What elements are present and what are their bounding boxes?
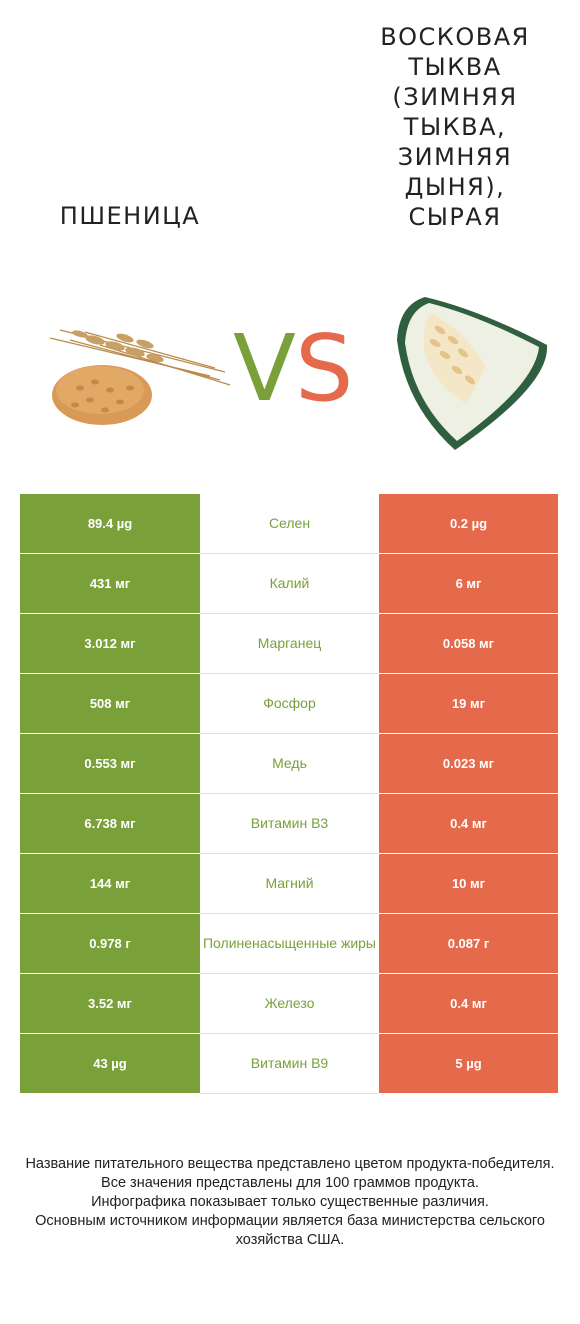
table-row: 43 µg Витамин B9 5 µg <box>20 1034 558 1094</box>
left-value: 431 мг <box>20 554 200 613</box>
vs-letter-s: S <box>295 315 353 415</box>
table-row: 431 мг Калий 6 мг <box>20 554 558 614</box>
table-row: 3.52 мг Железо 0.4 мг <box>20 974 558 1034</box>
table-row: 0.553 мг Медь 0.023 мг <box>20 734 558 794</box>
right-value: 0.4 мг <box>379 974 558 1033</box>
table-row: 508 мг Фосфор 19 мг <box>20 674 558 734</box>
table-row: 6.738 мг Витамин B3 0.4 мг <box>20 794 558 854</box>
footer-line-1: Название питательного вещества представл… <box>25 1156 555 1172</box>
nutrient-name: Витамин B9 <box>200 1034 379 1094</box>
right-food-title: ВОСКОВАЯ ТЫКВА (ЗИМНЯЯ ТЫКВА, ЗИМНЯЯ ДЫН… <box>380 23 530 231</box>
vs-label: V S <box>233 315 353 415</box>
right-value: 0.058 мг <box>379 614 558 673</box>
left-value: 3.52 мг <box>20 974 200 1033</box>
left-food-title: ПШЕНИЦА <box>59 202 201 230</box>
right-value: 0.023 мг <box>379 734 558 793</box>
right-value: 6 мг <box>379 554 558 613</box>
nutrient-name: Медь <box>200 734 379 794</box>
table-row: 0.978 г Полиненасыщенные жиры 0.087 г <box>20 914 558 974</box>
left-value: 144 мг <box>20 854 200 913</box>
right-value: 0.2 µg <box>379 494 558 553</box>
nutrient-name: Полиненасыщенные жиры <box>200 914 379 974</box>
comparison-table: 89.4 µg Селен 0.2 µg 431 мг Калий 6 мг 3.012 м… <box>20 494 558 1094</box>
nutrient-name: Магний <box>200 854 379 914</box>
nutrient-name: Фосфор <box>200 674 379 734</box>
footer-line-4: Основным источником информации является … <box>35 1213 545 1248</box>
footer-line-2: Все значения представлены для 100 граммо… <box>101 1175 479 1191</box>
left-value: 89.4 µg <box>20 494 200 553</box>
left-value: 0.553 мг <box>20 734 200 793</box>
right-value: 5 µg <box>379 1034 558 1093</box>
wheat-icon <box>49 329 231 425</box>
nutrient-name: Марганец <box>200 614 379 674</box>
table-row: 3.012 мг Марганец 0.058 мг <box>20 614 558 674</box>
nutrient-name: Селен <box>200 494 379 554</box>
left-value: 3.012 мг <box>20 614 200 673</box>
footer-notes: Название питательного вещества представл… <box>20 1155 560 1250</box>
vs-letter-v: V <box>233 315 296 415</box>
left-value: 508 мг <box>20 674 200 733</box>
nutrient-name: Железо <box>200 974 379 1034</box>
nutrient-name: Витамин B3 <box>200 794 379 854</box>
wax-gourd-icon <box>397 297 548 450</box>
right-value: 19 мг <box>379 674 558 733</box>
right-value: 0.087 г <box>379 914 558 973</box>
left-value: 6.738 мг <box>20 794 200 853</box>
left-value: 43 µg <box>20 1034 200 1093</box>
table-row: 89.4 µg Селен 0.2 µg <box>20 494 558 554</box>
footer-line-3: Инфографика показывает только существенн… <box>91 1194 489 1210</box>
left-value: 0.978 г <box>20 914 200 973</box>
nutrient-name: Калий <box>200 554 379 614</box>
right-value: 0.4 мг <box>379 794 558 853</box>
table-row: 144 мг Магний 10 мг <box>20 854 558 914</box>
right-value: 10 мг <box>379 854 558 913</box>
